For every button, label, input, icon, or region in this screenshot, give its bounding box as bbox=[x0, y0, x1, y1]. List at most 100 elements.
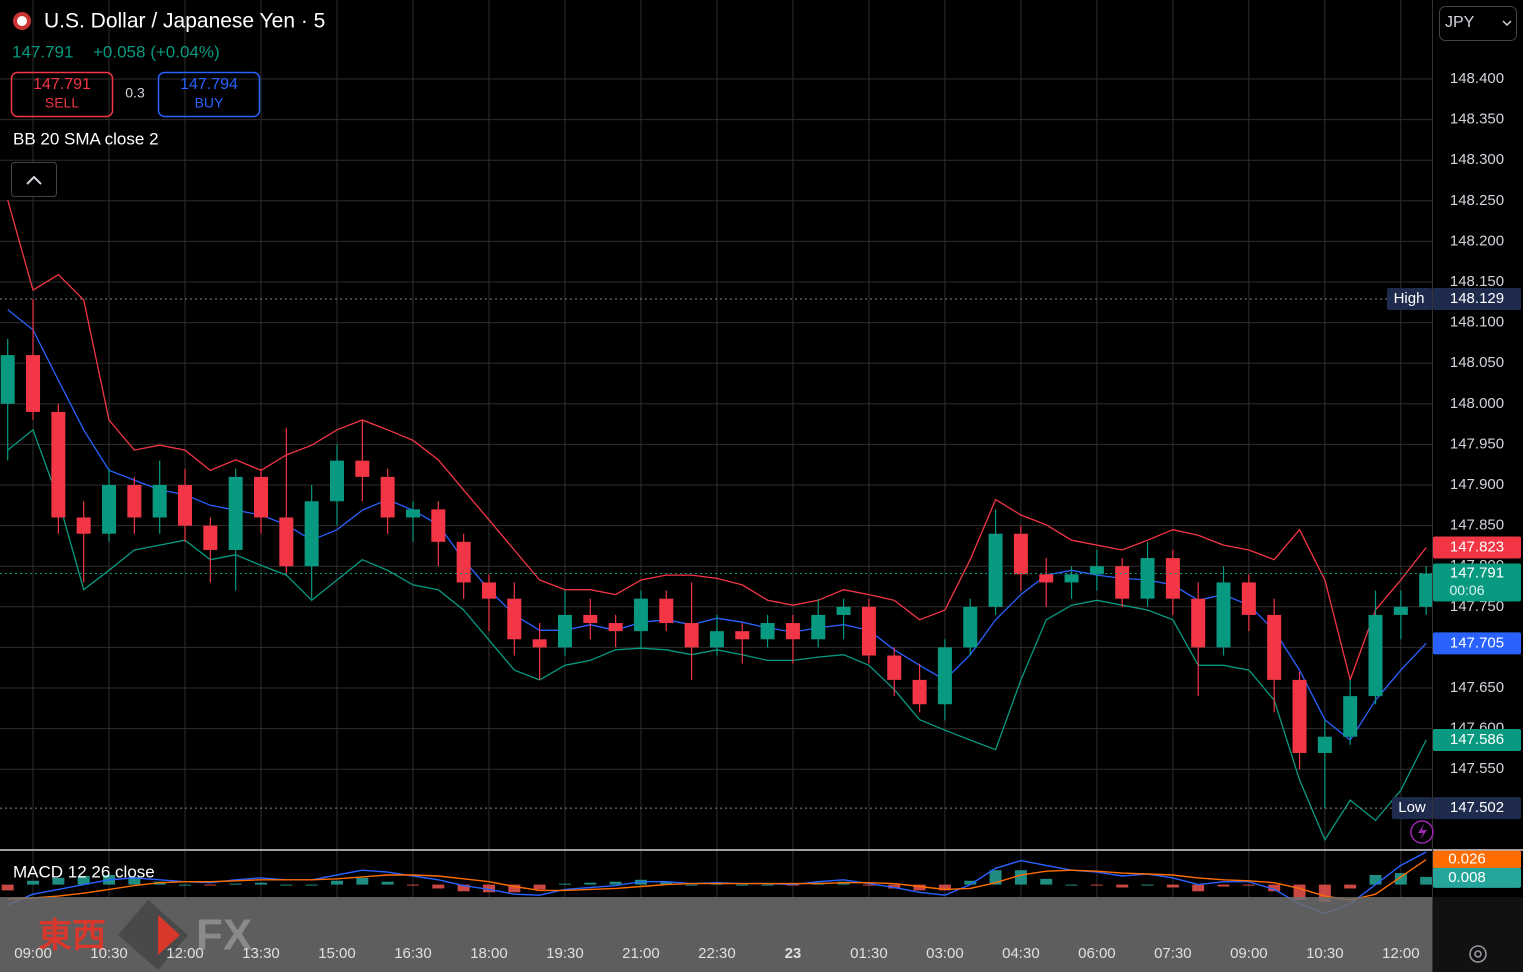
macd-histogram-bar bbox=[1420, 876, 1432, 885]
x-tick-label: 23 bbox=[785, 945, 802, 962]
candle-body bbox=[1267, 614, 1282, 680]
bollinger-upper bbox=[7, 199, 1427, 683]
low-tag-label: Low bbox=[1398, 799, 1426, 816]
settings-icon[interactable] bbox=[1469, 945, 1487, 963]
x-tick-label: 04:30 bbox=[1002, 945, 1040, 962]
candle-body bbox=[963, 606, 978, 648]
upper-band-tag-bg bbox=[1433, 536, 1521, 559]
x-tick-label: 06:00 bbox=[1078, 945, 1116, 962]
high-tag-label-bg bbox=[1387, 288, 1432, 311]
currency-dropdown[interactable]: JPY bbox=[1439, 6, 1517, 41]
macd-histogram-bar bbox=[1014, 870, 1027, 885]
indicator-legend: BB 20 SMA close 2 bbox=[13, 129, 159, 148]
candle-body bbox=[608, 623, 623, 632]
candle-body bbox=[684, 623, 699, 648]
y-tick-label: 148.200 bbox=[1450, 232, 1504, 249]
macd-histogram-bar bbox=[457, 884, 470, 892]
candle-body bbox=[760, 623, 775, 640]
x-tick-label: 09:00 bbox=[1230, 945, 1268, 962]
high-tag: 148.129 bbox=[1450, 290, 1504, 307]
macd-histogram-bar bbox=[204, 884, 217, 886]
x-tick-label: 13:30 bbox=[242, 945, 280, 962]
macd-histogram-bar bbox=[1217, 884, 1230, 887]
candle-body bbox=[735, 631, 750, 640]
sell-button[interactable]: 147.791 SELL bbox=[10, 71, 114, 118]
watermark-logo bbox=[118, 900, 188, 970]
alert-icon[interactable] bbox=[1410, 820, 1434, 844]
symbol-title: U.S. Dollar / Japanese Yen · 5 bbox=[44, 10, 325, 33]
candle-body bbox=[380, 476, 395, 518]
basis-band-tag: 147.705 bbox=[1450, 634, 1504, 651]
candle-body bbox=[26, 355, 41, 412]
candle-body bbox=[709, 631, 724, 648]
candle-body bbox=[532, 639, 547, 648]
high-tag-bg bbox=[1433, 288, 1521, 311]
candle-body bbox=[1191, 598, 1206, 648]
y-tick-label: 148.100 bbox=[1450, 314, 1504, 331]
macd-histogram-bar bbox=[1166, 884, 1179, 888]
low-tag: 147.502 bbox=[1450, 799, 1504, 816]
candle-body bbox=[1115, 566, 1130, 599]
signal-tag: 0.026 bbox=[1448, 851, 1486, 868]
macd-histogram-bar bbox=[609, 881, 622, 885]
candle-body bbox=[405, 509, 420, 518]
candle-body bbox=[633, 598, 648, 632]
x-tick-label: 12:00 bbox=[166, 945, 204, 962]
lower-band-tag: 147.586 bbox=[1450, 731, 1504, 748]
basis-band-tag-bg bbox=[1433, 632, 1521, 655]
x-tick-label: 22:30 bbox=[698, 945, 736, 962]
histogram-tag-bg bbox=[1433, 867, 1521, 888]
y-tick-label: 147.550 bbox=[1450, 760, 1504, 777]
signal-tag-bg bbox=[1433, 850, 1521, 869]
macd-histogram-bar bbox=[280, 884, 293, 886]
macd-histogram-bar bbox=[432, 884, 445, 889]
candle-body bbox=[557, 614, 572, 648]
candle-body bbox=[1089, 566, 1104, 575]
macd-histogram-bar bbox=[938, 884, 951, 891]
macd-histogram-bar bbox=[508, 884, 521, 893]
collapse-button[interactable] bbox=[11, 162, 57, 197]
macd-histogram-bar bbox=[1090, 884, 1103, 886]
macd-histogram-bar bbox=[356, 877, 369, 885]
last-price: 147.791 bbox=[12, 42, 73, 61]
candle-body bbox=[659, 598, 674, 624]
candle-body bbox=[228, 476, 243, 550]
macd-histogram-bar bbox=[1065, 884, 1078, 886]
candle-body bbox=[988, 533, 1003, 607]
upper-band-tag: 147.823 bbox=[1450, 538, 1504, 555]
macd-histogram-bar bbox=[1394, 873, 1407, 885]
macd-legend: MACD 12 26 close bbox=[13, 862, 155, 881]
y-tick-label: 147.650 bbox=[1450, 679, 1504, 696]
flag-icon-inner bbox=[17, 16, 27, 26]
buy-button[interactable]: 147.794 BUY bbox=[157, 71, 261, 118]
candle-body bbox=[127, 485, 142, 518]
candle-body bbox=[1013, 533, 1028, 575]
y-tick-label: 148.300 bbox=[1450, 151, 1504, 168]
macd-histogram-bar bbox=[913, 884, 926, 891]
candle-body bbox=[1165, 558, 1180, 599]
x-tick-label: 01:30 bbox=[850, 945, 888, 962]
candle-body bbox=[203, 525, 218, 550]
currency: JPY bbox=[1445, 14, 1475, 31]
macd-histogram-bar bbox=[1369, 875, 1382, 885]
watermark-band bbox=[0, 897, 1432, 972]
macd-histogram-bar bbox=[1141, 884, 1154, 886]
buy-label: BUY bbox=[195, 95, 224, 111]
x-tick-label: 18:00 bbox=[470, 945, 508, 962]
y-tick-label: 147.900 bbox=[1450, 476, 1504, 493]
macd-histogram-bar bbox=[685, 884, 698, 886]
macd-histogram-bar bbox=[381, 881, 394, 885]
candle-body bbox=[861, 606, 876, 656]
x-tick-label: 09:00 bbox=[14, 945, 52, 962]
candle-body bbox=[1039, 574, 1054, 583]
x-tick-label: 16:30 bbox=[394, 945, 432, 962]
candle-body bbox=[51, 411, 66, 518]
x-tick-label: 07:30 bbox=[1154, 945, 1192, 962]
candle-body bbox=[178, 485, 193, 526]
macd-histogram-bar bbox=[27, 880, 40, 885]
candle-body bbox=[1241, 582, 1256, 615]
candle-body bbox=[1317, 736, 1332, 753]
macd-line bbox=[7, 851, 1427, 915]
